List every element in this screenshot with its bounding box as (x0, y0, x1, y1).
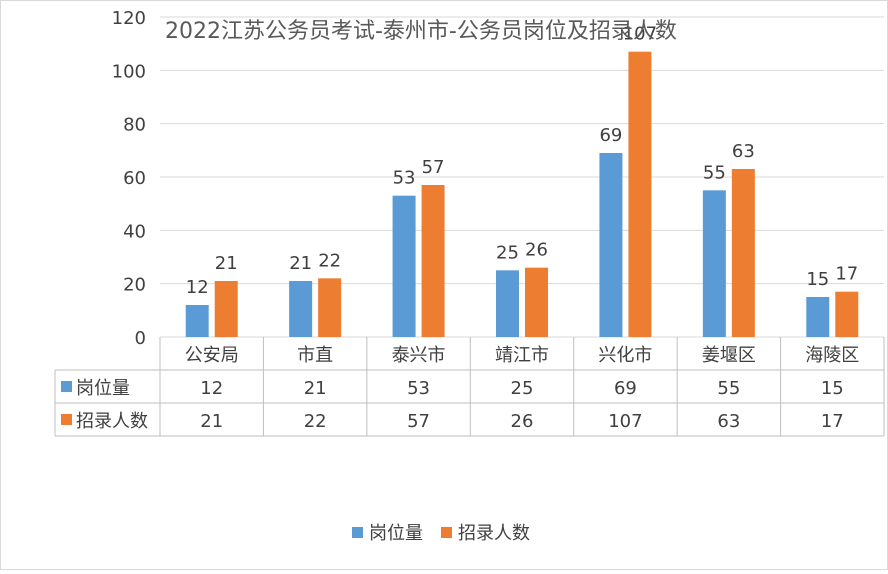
y-tick-label: 20 (123, 275, 146, 296)
bar-positions (289, 281, 313, 337)
bars (185, 51, 859, 338)
table-cell: 25 (511, 378, 534, 399)
bar-recruits (421, 185, 445, 337)
legend: 岗位量 招录人数 (352, 523, 530, 544)
y-tick-label: 60 (123, 168, 146, 189)
data-labels: 12 21 21 22 53 57 25 26 69 107 55 63 15 17 (186, 24, 858, 298)
table-cell: 21 (200, 411, 223, 432)
category-label: 靖江市 (495, 345, 549, 366)
legend-swatch (441, 527, 452, 538)
legend-label: 招录人数 (458, 523, 530, 544)
table-legend-key (61, 381, 72, 392)
table-cell: 26 (511, 411, 534, 432)
table-legend-key (61, 414, 72, 425)
table-cell: 53 (407, 378, 430, 399)
legend-label: 岗位量 (369, 523, 423, 544)
table-cell: 55 (717, 378, 740, 399)
bar-positions (392, 195, 416, 337)
chart-title: 2022江苏公务员考试-泰州市-公务员岗位及招录人数 (165, 19, 677, 44)
bar-recruits (628, 51, 652, 338)
gridlines (160, 16, 884, 338)
bar-recruits (214, 281, 238, 337)
table-cell: 22 (304, 411, 327, 432)
bar-positions (496, 270, 519, 337)
category-label: 海陵区 (805, 345, 859, 366)
bar-positions (806, 297, 830, 337)
category-label: 公安局 (185, 345, 239, 366)
data-label: 57 (422, 157, 445, 178)
table-cell: 69 (614, 378, 637, 399)
data-label: 25 (496, 242, 519, 263)
category-label: 姜堰区 (702, 345, 756, 366)
data-label: 53 (393, 168, 416, 189)
data-label: 17 (835, 264, 858, 285)
data-label: 12 (186, 277, 209, 298)
table-cell: 12 (200, 378, 223, 399)
bar-recruits (525, 267, 548, 337)
table-series-name: 岗位量 (76, 378, 130, 399)
category-label: 市直 (297, 345, 333, 366)
y-tick-label: 80 (123, 115, 146, 136)
table-cell: 63 (717, 411, 740, 432)
bar-positions (185, 305, 209, 337)
table-cell: 15 (821, 378, 844, 399)
table-cell: 21 (304, 378, 327, 399)
data-label: 26 (525, 240, 548, 261)
y-tick-label: 0 (135, 328, 146, 349)
data-label: 21 (215, 253, 238, 274)
y-tick-label: 120 (112, 8, 146, 29)
table-cell: 17 (821, 411, 844, 432)
bar-recruits (318, 278, 342, 337)
table-series-name: 招录人数 (76, 411, 148, 432)
table-cell: 57 (407, 411, 430, 432)
data-label: 21 (289, 253, 312, 274)
y-tick-label: 100 (112, 61, 146, 82)
data-label: 63 (732, 141, 755, 162)
data-label: 55 (703, 162, 726, 183)
legend-swatch (352, 527, 363, 538)
bar-positions (599, 153, 623, 337)
y-axis: 0 20 40 60 80 100 120 (112, 8, 146, 349)
bar-positions (702, 190, 726, 337)
y-tick-label: 40 (123, 221, 146, 242)
bar-recruits (731, 169, 755, 337)
category-label: 泰兴市 (392, 345, 446, 366)
data-label: 15 (806, 269, 829, 290)
bar-recruits (835, 291, 859, 337)
table-cell: 107 (608, 411, 642, 432)
data-label: 107 (623, 24, 657, 45)
data-label: 69 (599, 125, 622, 146)
category-label: 兴化市 (598, 345, 652, 366)
data-label: 22 (318, 250, 341, 271)
